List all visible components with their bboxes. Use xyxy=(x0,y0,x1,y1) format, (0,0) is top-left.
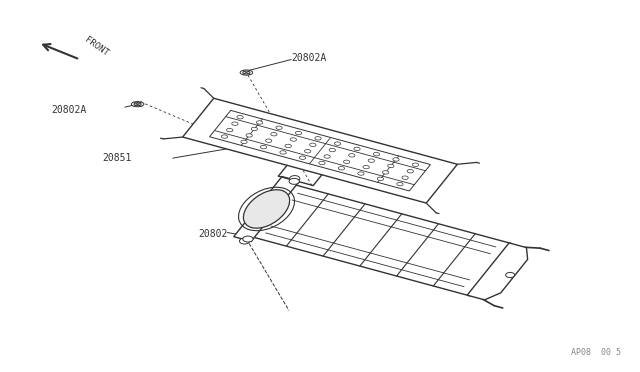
Polygon shape xyxy=(467,243,527,300)
Ellipse shape xyxy=(402,176,408,179)
Ellipse shape xyxy=(134,103,141,106)
Ellipse shape xyxy=(243,190,290,228)
Text: 20802: 20802 xyxy=(198,230,227,239)
Ellipse shape xyxy=(131,102,144,107)
Text: 20851: 20851 xyxy=(102,153,131,163)
Ellipse shape xyxy=(334,142,340,145)
Ellipse shape xyxy=(232,122,238,125)
Ellipse shape xyxy=(241,140,247,144)
Ellipse shape xyxy=(221,135,228,138)
Ellipse shape xyxy=(506,272,515,278)
Ellipse shape xyxy=(252,127,257,131)
Ellipse shape xyxy=(280,151,286,154)
Polygon shape xyxy=(209,110,431,191)
Text: 20802A: 20802A xyxy=(51,105,86,115)
Ellipse shape xyxy=(243,71,250,74)
Ellipse shape xyxy=(412,163,419,166)
Ellipse shape xyxy=(373,153,380,156)
Ellipse shape xyxy=(285,144,291,148)
Ellipse shape xyxy=(246,134,252,137)
Ellipse shape xyxy=(315,137,321,140)
Ellipse shape xyxy=(388,164,394,168)
Ellipse shape xyxy=(363,166,369,169)
Ellipse shape xyxy=(290,138,296,141)
Ellipse shape xyxy=(300,156,306,160)
Polygon shape xyxy=(182,98,458,203)
Ellipse shape xyxy=(289,179,300,185)
Text: FRONT: FRONT xyxy=(83,35,110,58)
Ellipse shape xyxy=(324,155,330,158)
Ellipse shape xyxy=(240,70,253,75)
Ellipse shape xyxy=(319,161,325,165)
Ellipse shape xyxy=(237,115,243,119)
Ellipse shape xyxy=(358,172,364,175)
Ellipse shape xyxy=(349,154,355,157)
Ellipse shape xyxy=(397,182,403,186)
Ellipse shape xyxy=(296,131,301,135)
Ellipse shape xyxy=(276,126,282,129)
Text: 20802A: 20802A xyxy=(291,53,326,62)
Text: AP08  00 5: AP08 00 5 xyxy=(571,348,621,357)
Ellipse shape xyxy=(378,177,383,180)
Polygon shape xyxy=(234,177,300,241)
Ellipse shape xyxy=(239,238,250,244)
Ellipse shape xyxy=(243,236,253,242)
Ellipse shape xyxy=(271,132,277,136)
Ellipse shape xyxy=(310,143,316,147)
Ellipse shape xyxy=(354,147,360,151)
Ellipse shape xyxy=(339,167,344,170)
Ellipse shape xyxy=(329,148,335,152)
Ellipse shape xyxy=(368,159,374,162)
Ellipse shape xyxy=(260,145,267,149)
Ellipse shape xyxy=(383,171,388,174)
Polygon shape xyxy=(250,184,512,296)
Ellipse shape xyxy=(305,150,311,153)
Ellipse shape xyxy=(344,160,350,164)
Ellipse shape xyxy=(266,139,272,142)
Ellipse shape xyxy=(257,121,262,124)
Ellipse shape xyxy=(393,158,399,161)
Ellipse shape xyxy=(289,176,300,182)
Ellipse shape xyxy=(407,170,413,173)
Ellipse shape xyxy=(227,128,233,132)
